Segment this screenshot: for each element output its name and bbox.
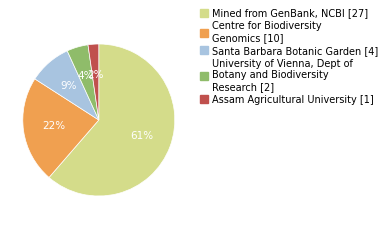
- Wedge shape: [35, 51, 99, 120]
- Wedge shape: [88, 44, 99, 120]
- Wedge shape: [49, 44, 175, 196]
- Text: 9%: 9%: [61, 81, 77, 90]
- Text: 2%: 2%: [87, 70, 104, 79]
- Wedge shape: [23, 79, 99, 177]
- Text: 22%: 22%: [42, 121, 65, 132]
- Legend: Mined from GenBank, NCBI [27], Centre for Biodiversity
Genomics [10], Santa Barb: Mined from GenBank, NCBI [27], Centre fo…: [199, 7, 380, 106]
- Wedge shape: [67, 45, 99, 120]
- Text: 61%: 61%: [130, 131, 153, 141]
- Text: 4%: 4%: [78, 71, 94, 81]
